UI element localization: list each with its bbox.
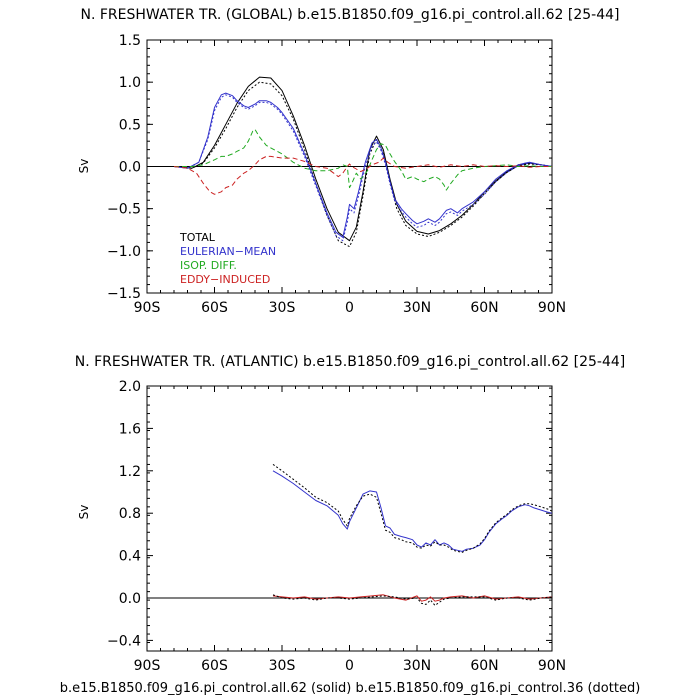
x-tick-label: 0	[345, 300, 354, 316]
x-tick-label: 90N	[538, 300, 566, 316]
y-axis-label-atlantic: Sv	[77, 505, 91, 520]
x-tick-label: 90S	[134, 658, 161, 674]
y-tick-label: 0.4	[119, 549, 141, 565]
plot-area-atlantic: −0.4 0.0 0.4 0.8 1.2 1.6 2.0 90S 60S 30S 0 30N 60N 90…	[107, 379, 566, 674]
y-tick-label: −1.5	[107, 286, 141, 302]
series-line-total-dotted	[173, 81, 553, 248]
x-tick-label: 90S	[134, 300, 161, 316]
chart-title-atlantic: N. FRESHWATER TR. (ATLANTIC) b.e15.B1850…	[75, 354, 626, 370]
series-line-eulerian-mean-dotted	[173, 94, 553, 242]
x-tick-label: 60N	[470, 300, 498, 316]
series-line-eulerian-mean-solid	[272, 470, 553, 552]
x-tick-label: 30N	[403, 300, 431, 316]
x-tick-label: 60S	[201, 658, 228, 674]
y-axis-label-global: Sv	[77, 159, 91, 174]
y-tick-label: −0.4	[107, 633, 141, 649]
series-line-eddy-induced-dashed	[173, 155, 552, 195]
x-tick-label: 30N	[403, 658, 431, 674]
y-tick-label: 0.5	[119, 117, 141, 133]
series-line-isop-diff-dashed	[174, 128, 552, 191]
legend-item-isop-diff: ISOP. DIFF.	[180, 259, 237, 272]
y-tick-label: 1.2	[119, 464, 141, 480]
chart-title-global: N. FRESHWATER TR. (GLOBAL) b.e15.B1850.f…	[81, 7, 620, 23]
footer-caption: b.e15.B1850.f09_g16.pi_control.all.62 (s…	[60, 681, 641, 696]
series-line-total-dotted	[272, 463, 553, 553]
x-tick-label: 0	[345, 658, 354, 674]
legend-item-total: TOTAL	[179, 231, 216, 244]
y-tick-label: 1.0	[119, 75, 141, 91]
x-tick-label: 30S	[269, 658, 296, 674]
legend-global: TOTAL EULERIAN−MEAN ISOP. DIFF. EDDY−IND…	[179, 231, 276, 286]
series-line-eulerian-mean-solid	[173, 92, 553, 238]
legend-item-eddy-induced: EDDY−INDUCED	[180, 273, 270, 286]
y-tick-label: 2.0	[119, 379, 141, 395]
y-tick-label: 1.5	[119, 33, 141, 49]
y-tick-label: 1.6	[119, 421, 141, 437]
plot-area-global: −1.5 −1.0 −0.5 0.0 0.5 1.0 1.5 90S 60S 30S 0 30N 60N…	[107, 33, 566, 316]
y-tick-label: 0.0	[119, 591, 141, 607]
y-tick-label: 0.8	[119, 506, 141, 522]
legend-item-eulerian-mean: EULERIAN−MEAN	[180, 245, 276, 258]
series-line-total-solid	[173, 76, 553, 242]
y-tick-label: −0.5	[107, 202, 141, 218]
y-tick-label: 0.0	[119, 160, 141, 176]
x-tick-label: 60S	[201, 300, 228, 316]
series-line-total-dotted	[272, 594, 553, 606]
x-tick-label: 60N	[470, 658, 498, 674]
x-tick-label: 90N	[538, 658, 566, 674]
x-tick-label: 30S	[269, 300, 296, 316]
y-tick-label: −1.0	[107, 244, 141, 260]
